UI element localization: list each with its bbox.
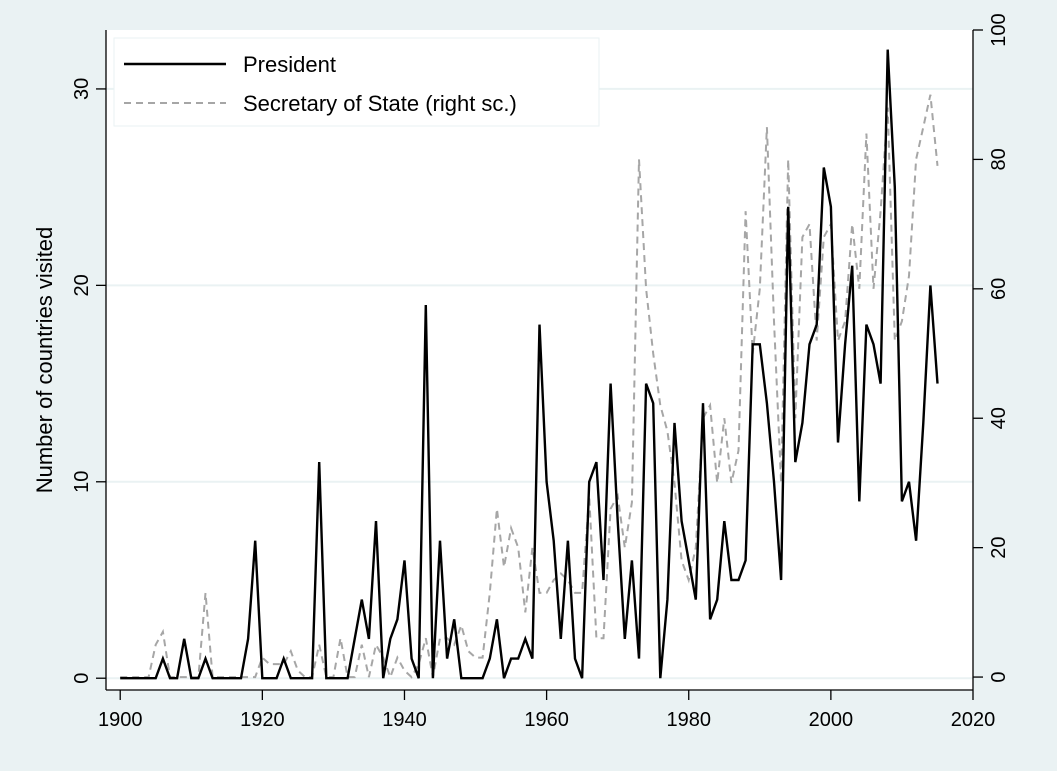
x-tick-label-1900: 1900 bbox=[98, 709, 143, 731]
y-tick-label-0: 0 bbox=[71, 673, 93, 684]
legend-label-secretary-of-state: Secretary of State (right sc.) bbox=[243, 91, 517, 116]
y-tick-label-30: 30 bbox=[71, 78, 93, 100]
y-tick-label-20: 20 bbox=[71, 274, 93, 296]
y2-tick-label-80: 80 bbox=[988, 148, 1010, 170]
y-axis-title: Number of countries visited bbox=[32, 227, 57, 494]
x-tick-label-2000: 2000 bbox=[809, 709, 854, 731]
series-line-secretary-of-state-right-sc bbox=[120, 94, 939, 681]
x-tick-label-1920: 1920 bbox=[240, 709, 285, 731]
x-tick-label-1960: 1960 bbox=[524, 709, 569, 731]
x-tick-label-1940: 1940 bbox=[382, 709, 427, 731]
legend: President Secretary of State (right sc.) bbox=[113, 37, 600, 127]
y2-tick-label-20: 20 bbox=[988, 537, 1010, 559]
x-tick-label-2020: 2020 bbox=[951, 709, 996, 731]
y2-tick-label-0: 0 bbox=[988, 671, 1010, 682]
legend-box bbox=[113, 37, 600, 127]
y2-tick-label-100: 100 bbox=[988, 13, 1010, 46]
axes: 1900 1920 1940 1960 1980 2000 2020 0 10 20 30 0 20 40… bbox=[71, 13, 1010, 731]
y2-tick-label-60: 60 bbox=[988, 278, 1010, 300]
y2-tick-label-40: 40 bbox=[988, 407, 1010, 429]
series-line-president bbox=[120, 49, 939, 680]
y-tick-label-10: 10 bbox=[71, 471, 93, 493]
x-tick-label-1980: 1980 bbox=[666, 709, 711, 731]
series-lines bbox=[120, 49, 939, 681]
legend-label-president: President bbox=[243, 52, 336, 77]
